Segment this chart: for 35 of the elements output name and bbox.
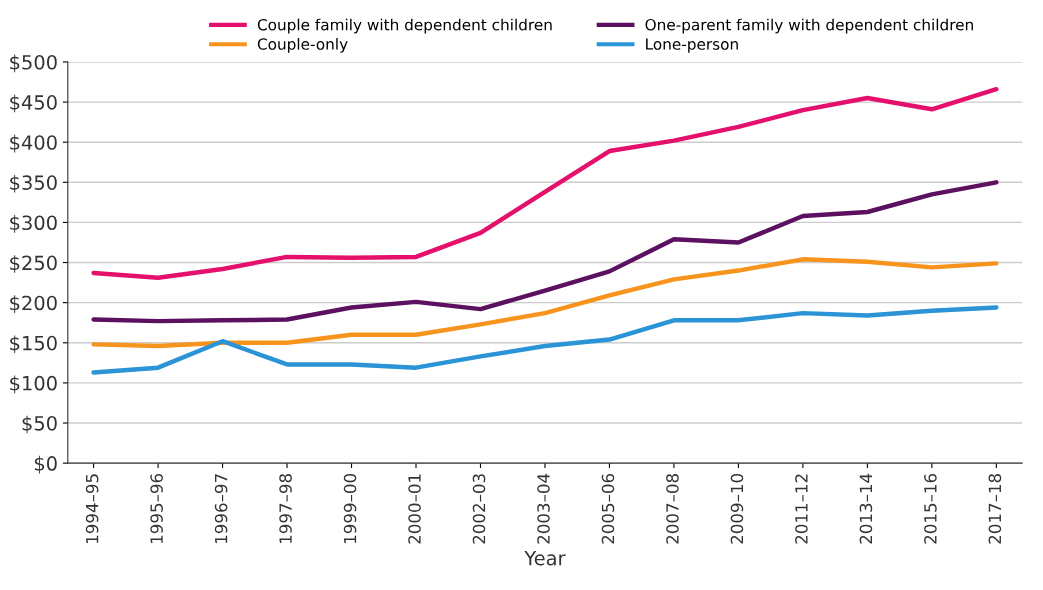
y-tick-label: $0 xyxy=(34,455,57,474)
legend-label: One-parent family with dependent children xyxy=(645,18,973,34)
x-tick-label: 1994–95 xyxy=(85,474,99,543)
x-tick-label: 2002–03 xyxy=(472,474,486,544)
y-tick-label: $450 xyxy=(10,94,57,113)
y-tick-label: $500 xyxy=(10,54,57,73)
line-series xyxy=(91,305,999,375)
x-tick-label: 2013–14 xyxy=(859,473,873,544)
x-tick-label: 1996–97 xyxy=(214,474,228,543)
y-tick-label: $200 xyxy=(10,295,57,313)
x-tick-label: 2015–16 xyxy=(924,473,937,544)
y-tick-label: $150 xyxy=(10,335,57,354)
legend-label: Couple family with dependent children xyxy=(257,18,552,34)
y-tick-label: $250 xyxy=(10,255,57,273)
x-tick-label: 2017–18 xyxy=(988,474,1002,544)
x-tick-label: 2007–08 xyxy=(666,474,679,544)
y-tick-label: $300 xyxy=(10,215,57,233)
x-tick-label: 1995–96 xyxy=(150,473,163,543)
x-tick-label: 1997–98 xyxy=(279,474,292,543)
x-tick-label: 2009–10 xyxy=(730,473,744,544)
x-axis-title: Year xyxy=(524,550,566,566)
x-tick-label: 2003–04 xyxy=(537,473,550,544)
line-series xyxy=(91,180,999,324)
x-tick-label: 2000–01 xyxy=(408,474,421,544)
x-tick-label: 2011–12 xyxy=(795,474,808,544)
y-tick-label: $400 xyxy=(10,134,57,153)
x-tick-label: 2005–06 xyxy=(601,473,615,544)
line-series xyxy=(91,87,999,281)
legend-label: Lone-person xyxy=(646,38,738,53)
y-tick-label: $100 xyxy=(10,375,57,394)
y-tick-label: $50 xyxy=(22,415,57,434)
line-series xyxy=(91,257,999,349)
legend-label: Couple-only xyxy=(257,38,348,53)
y-tick-label: $350 xyxy=(10,174,57,193)
x-tick-label: 1999–00 xyxy=(343,473,357,543)
